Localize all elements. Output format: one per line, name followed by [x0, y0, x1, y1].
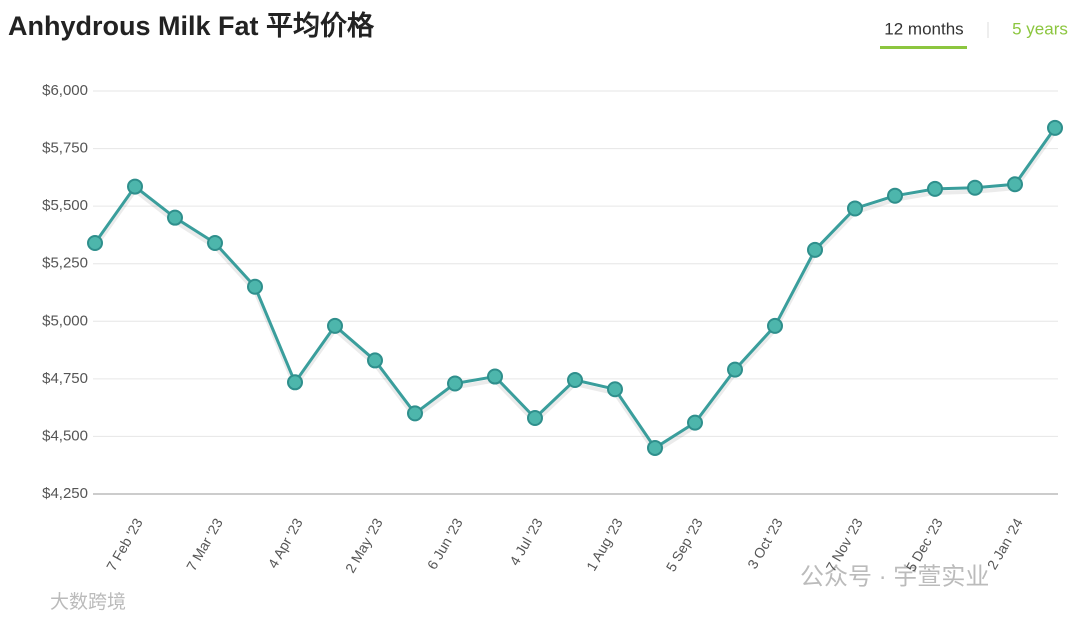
y-tick-label: $4,500	[42, 427, 88, 444]
tab[interactable]: 5 years	[1012, 19, 1068, 38]
x-tick-label: 7 Feb '23	[103, 515, 146, 573]
x-tick-label: 7 Mar '23	[183, 515, 226, 573]
marker	[767, 317, 783, 334]
marker	[1007, 176, 1023, 193]
x-tick-label: 4 Jul '23	[506, 515, 546, 568]
marker	[87, 234, 103, 251]
marker	[607, 381, 623, 398]
marker	[527, 410, 543, 427]
x-tick-label: 2 May '23	[342, 515, 386, 575]
y-tick-label: $5,250	[42, 255, 88, 272]
chart-title: Anhydrous Milk Fat 平均价格	[8, 11, 375, 41]
marker	[567, 372, 583, 389]
x-tick-label: 1 Aug '23	[583, 515, 626, 573]
marker	[367, 352, 383, 369]
marker	[927, 180, 943, 197]
x-tick-label: 4 Apr '23	[265, 515, 306, 571]
x-tick-label: 6 Jun '23	[424, 515, 466, 572]
marker	[687, 414, 703, 431]
watermark: 公众号 · 宇萱实业	[800, 563, 989, 590]
y-tick-label: $5,750	[42, 140, 88, 157]
y-tick-label: $5,000	[42, 312, 88, 329]
marker	[167, 209, 183, 226]
marker	[887, 187, 903, 204]
y-tick-label: $6,000	[42, 82, 88, 99]
line-shadow	[93, 130, 1057, 455]
y-tick-label: $4,750	[42, 370, 88, 387]
x-tick-label: 2 Jan '24	[984, 515, 1026, 572]
watermark: 大数跨境	[50, 591, 126, 613]
marker	[807, 241, 823, 258]
line	[93, 126, 1057, 450]
marker	[1047, 119, 1063, 136]
tab[interactable]: 12 months	[884, 19, 963, 38]
marker	[967, 179, 983, 196]
x-tick-label: 5 Sep '23	[663, 515, 706, 574]
marker	[247, 278, 263, 295]
marker	[647, 439, 663, 456]
x-tick-label: 3 Oct '23	[744, 515, 786, 571]
tab-underline	[880, 46, 967, 49]
marker	[487, 368, 503, 385]
y-tick-label: $5,500	[42, 197, 88, 214]
marker	[447, 375, 463, 392]
marker	[127, 178, 143, 195]
marker	[287, 374, 303, 391]
marker	[847, 200, 863, 217]
y-tick-label: $4,250	[42, 485, 88, 502]
marker	[407, 405, 423, 422]
marker	[727, 361, 743, 378]
marker	[207, 234, 223, 251]
marker	[327, 317, 343, 334]
